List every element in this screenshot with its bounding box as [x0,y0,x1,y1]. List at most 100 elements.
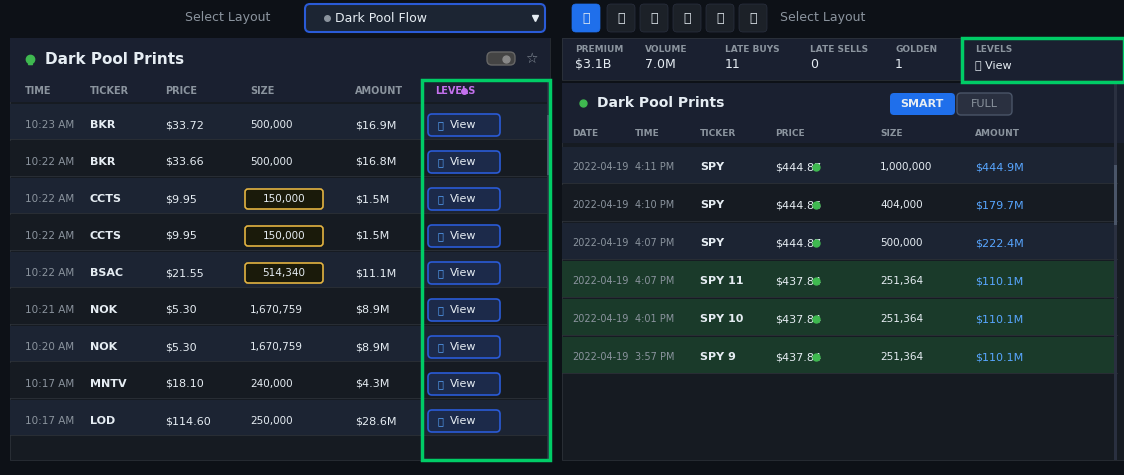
Text: $437.84: $437.84 [776,314,822,324]
Text: $9.95: $9.95 [165,194,197,204]
Text: Dark Pool Prints: Dark Pool Prints [45,51,184,66]
Text: TICKER: TICKER [700,129,736,137]
Text: 404,000: 404,000 [880,200,923,210]
Text: $11.1M: $11.1M [355,268,397,278]
Bar [1114,83,1117,460]
Text: 2022-04-19: 2022-04-19 [572,238,628,248]
Text: 251,364: 251,364 [880,352,923,362]
Text: 1,670,759: 1,670,759 [250,342,303,352]
Bar [10,215,550,250]
Bar [562,261,1117,297]
Text: BKR: BKR [90,120,116,130]
Text: 2022-04-19: 2022-04-19 [572,276,628,286]
Text: SIZE: SIZE [880,129,903,137]
Text: $8.9M: $8.9M [355,305,390,315]
Text: AMOUNT: AMOUNT [355,86,404,96]
Text: 150,000: 150,000 [263,194,306,204]
Text: LEVELS: LEVELS [975,45,1013,54]
Text: MNTV: MNTV [90,379,127,389]
Text: BSAC: BSAC [90,268,124,278]
Text: ⎍: ⎍ [438,194,444,204]
Text: DATE: DATE [572,129,598,137]
Text: 2022-04-19: 2022-04-19 [572,352,628,362]
Text: $437.84: $437.84 [776,352,822,362]
Text: $110.1M: $110.1M [975,314,1023,324]
Bar [10,400,550,435]
Text: $33.72: $33.72 [165,120,203,130]
Bar [10,326,550,361]
FancyBboxPatch shape [428,299,500,321]
Text: PRICE: PRICE [165,86,197,96]
Text: ⎍: ⎍ [438,342,444,352]
Bar [562,38,1124,80]
Text: GOLDEN: GOLDEN [895,45,937,54]
Text: $21.55: $21.55 [165,268,203,278]
FancyBboxPatch shape [673,4,701,32]
FancyBboxPatch shape [245,226,323,246]
Text: ⎍: ⎍ [438,231,444,241]
FancyBboxPatch shape [428,225,500,247]
Text: 250,000: 250,000 [250,416,292,426]
Bar [547,115,550,175]
Text: 📊: 📊 [617,11,625,25]
FancyBboxPatch shape [428,336,500,358]
Text: $444.9M: $444.9M [975,162,1024,172]
Text: 500,000: 500,000 [250,157,292,167]
Text: 4:11 PM: 4:11 PM [635,162,674,172]
Bar [10,38,550,80]
Text: NOK: NOK [90,342,117,352]
Bar [0,0,555,35]
Text: 2022-04-19: 2022-04-19 [572,162,628,172]
Text: $3.1B: $3.1B [575,58,611,72]
Text: View: View [450,231,477,241]
Text: Select Layout: Select Layout [185,11,271,25]
Text: $114.60: $114.60 [165,416,211,426]
Text: $110.1M: $110.1M [975,276,1023,286]
Bar [562,38,1124,80]
Text: $1.5M: $1.5M [355,231,389,241]
Text: TICKER: TICKER [90,86,129,96]
FancyBboxPatch shape [738,4,767,32]
Text: View: View [450,268,477,278]
Text: View: View [450,379,477,389]
Text: 💬: 💬 [750,11,756,25]
Text: $5.30: $5.30 [165,305,197,315]
Bar [562,83,1124,460]
Text: View: View [450,157,477,167]
Text: SPY: SPY [700,162,724,172]
Bar [10,141,550,176]
Text: ⎍: ⎍ [438,157,444,167]
Text: BKR: BKR [90,157,116,167]
Bar [10,38,550,460]
Text: ⎍: ⎍ [438,305,444,315]
Text: CCTS: CCTS [90,194,123,204]
Text: $16.9M: $16.9M [355,120,397,130]
Text: 1,670,759: 1,670,759 [250,305,303,315]
Text: 1: 1 [895,58,903,72]
Text: LATE SELLS: LATE SELLS [810,45,868,54]
Bar [562,185,1117,221]
Text: SPY: SPY [700,238,724,248]
Text: ⎍: ⎍ [438,379,444,389]
FancyBboxPatch shape [305,4,545,32]
Text: NOK: NOK [90,305,117,315]
Text: 10:22 AM: 10:22 AM [25,194,74,204]
Text: 4:10 PM: 4:10 PM [635,200,674,210]
Text: SPY 11: SPY 11 [700,276,743,286]
Text: SPY 10: SPY 10 [700,314,743,324]
Text: View: View [450,342,477,352]
Bar [1114,165,1117,225]
Bar [422,80,550,460]
FancyBboxPatch shape [428,188,500,210]
Bar [10,178,550,213]
Text: $222.4M: $222.4M [975,238,1024,248]
Text: 150,000: 150,000 [263,231,306,241]
Text: 4:07 PM: 4:07 PM [635,238,674,248]
Text: 251,364: 251,364 [880,276,923,286]
Bar [562,147,1117,183]
Text: View: View [450,416,477,426]
Bar [562,83,1124,460]
Text: SPY 9: SPY 9 [700,352,736,362]
FancyBboxPatch shape [428,410,500,432]
Text: 500,000: 500,000 [250,120,292,130]
